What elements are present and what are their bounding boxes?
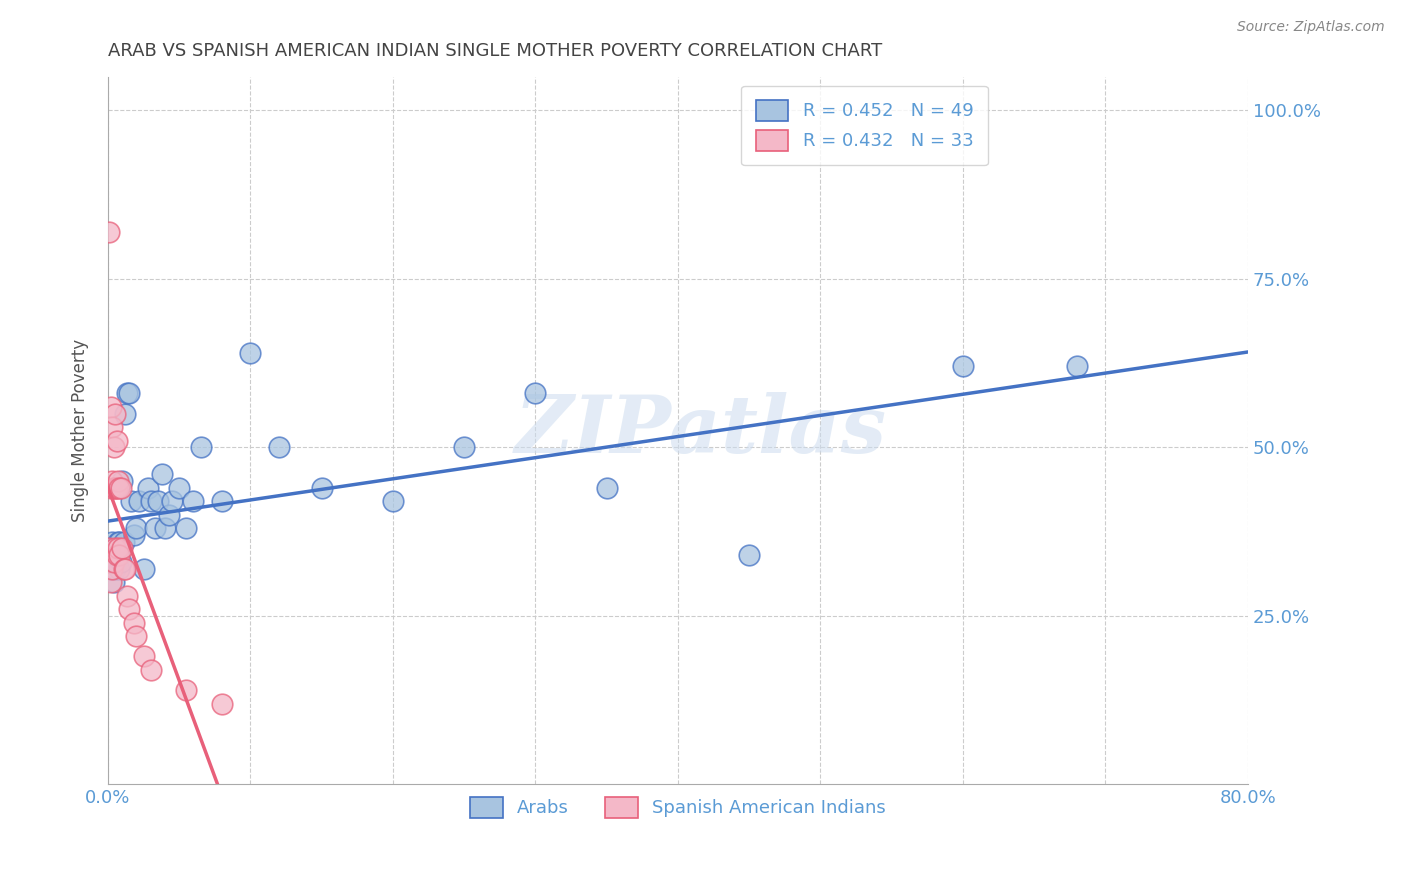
Point <box>108 562 131 576</box>
Point <box>104 481 127 495</box>
Point <box>136 481 159 495</box>
Point <box>104 562 127 576</box>
Point <box>139 494 162 508</box>
Point <box>115 386 138 401</box>
Point <box>107 548 129 562</box>
Point <box>105 555 128 569</box>
Point <box>125 521 148 535</box>
Point <box>111 541 134 556</box>
Point <box>98 541 121 556</box>
Text: ZIPatlas: ZIPatlas <box>515 392 887 469</box>
Point <box>239 346 262 360</box>
Point <box>595 481 617 495</box>
Point <box>101 474 124 488</box>
Point <box>952 359 974 374</box>
Point <box>122 528 145 542</box>
Point <box>107 541 129 556</box>
Point <box>100 481 122 495</box>
Point <box>98 541 121 556</box>
Point <box>211 494 233 508</box>
Point <box>107 534 129 549</box>
Point <box>120 494 142 508</box>
Point <box>1066 359 1088 374</box>
Point <box>176 521 198 535</box>
Point <box>125 629 148 643</box>
Point <box>103 575 125 590</box>
Point <box>103 441 125 455</box>
Point <box>105 541 128 556</box>
Point <box>105 548 128 562</box>
Point <box>114 407 136 421</box>
Point <box>132 649 155 664</box>
Point <box>100 575 122 590</box>
Point <box>128 494 150 508</box>
Text: Source: ZipAtlas.com: Source: ZipAtlas.com <box>1237 20 1385 34</box>
Point <box>118 386 141 401</box>
Point <box>105 481 128 495</box>
Point <box>110 481 132 495</box>
Point <box>122 615 145 630</box>
Y-axis label: Single Mother Poverty: Single Mother Poverty <box>72 339 89 522</box>
Legend: Arabs, Spanish American Indians: Arabs, Spanish American Indians <box>463 789 893 825</box>
Point <box>211 697 233 711</box>
Point <box>160 494 183 508</box>
Point <box>108 548 131 562</box>
Point <box>453 441 475 455</box>
Point <box>381 494 404 508</box>
Point <box>153 521 176 535</box>
Text: ARAB VS SPANISH AMERICAN INDIAN SINGLE MOTHER POVERTY CORRELATION CHART: ARAB VS SPANISH AMERICAN INDIAN SINGLE M… <box>108 42 882 60</box>
Point <box>112 534 135 549</box>
Point <box>100 400 122 414</box>
Point <box>738 548 761 562</box>
Point <box>139 663 162 677</box>
Point <box>150 467 173 482</box>
Point <box>104 541 127 556</box>
Point <box>115 589 138 603</box>
Point <box>112 562 135 576</box>
Point <box>107 474 129 488</box>
Point <box>103 555 125 569</box>
Point <box>101 534 124 549</box>
Point <box>100 548 122 562</box>
Point <box>146 494 169 508</box>
Point <box>108 481 131 495</box>
Point <box>104 548 127 562</box>
Point <box>176 683 198 698</box>
Point <box>311 481 333 495</box>
Point <box>103 541 125 556</box>
Point <box>524 386 547 401</box>
Point <box>108 534 131 549</box>
Point <box>190 441 212 455</box>
Point <box>143 521 166 535</box>
Point <box>100 562 122 576</box>
Point <box>101 420 124 434</box>
Point <box>101 562 124 576</box>
Point <box>104 407 127 421</box>
Point <box>118 602 141 616</box>
Point <box>157 508 180 522</box>
Point <box>111 474 134 488</box>
Point <box>267 441 290 455</box>
Point <box>103 481 125 495</box>
Point <box>183 494 205 508</box>
Point <box>101 555 124 569</box>
Point <box>132 562 155 576</box>
Point <box>110 555 132 569</box>
Point <box>114 562 136 576</box>
Point <box>98 225 121 239</box>
Point <box>105 434 128 448</box>
Point <box>167 481 190 495</box>
